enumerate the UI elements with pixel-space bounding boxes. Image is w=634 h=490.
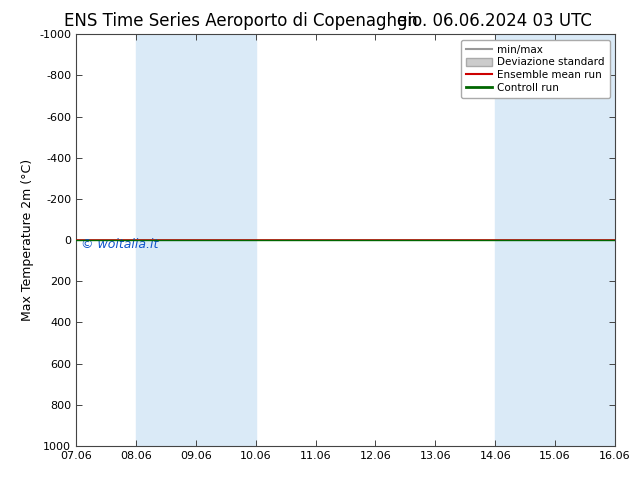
Text: ENS Time Series Aeroporto di Copenaghen: ENS Time Series Aeroporto di Copenaghen [64, 12, 418, 30]
Bar [495, 34, 615, 446]
Text: gio. 06.06.2024 03 UTC: gio. 06.06.2024 03 UTC [397, 12, 592, 30]
Bar [136, 34, 256, 446]
Text: © woitalia.it: © woitalia.it [81, 238, 159, 251]
Y-axis label: Max Temperature 2m (°C): Max Temperature 2m (°C) [21, 159, 34, 321]
Legend: min/max, Deviazione standard, Ensemble mean run, Controll run: min/max, Deviazione standard, Ensemble m… [461, 40, 610, 98]
